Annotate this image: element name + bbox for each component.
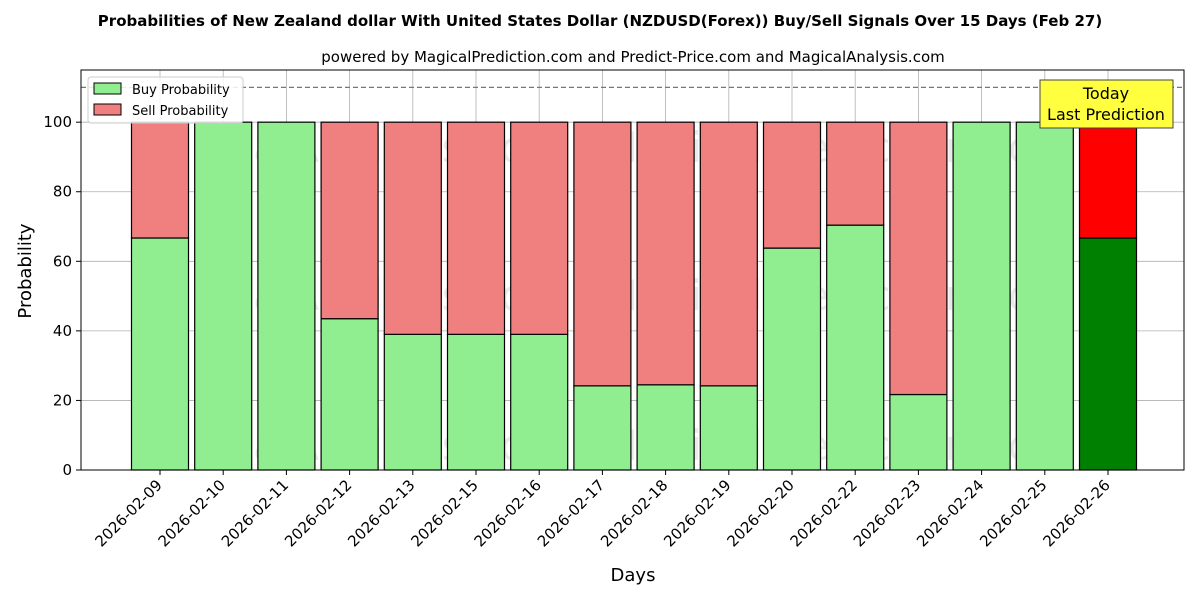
x-axis-label: Days bbox=[611, 565, 656, 586]
x-tick-label: 2026-02-17 bbox=[534, 476, 608, 550]
bar-buy bbox=[383, 333, 442, 471]
annotation-line1: Today bbox=[1082, 84, 1129, 103]
legend-buy-label: Buy Probability bbox=[132, 83, 230, 98]
x-tick-label: 2026-02-23 bbox=[850, 476, 924, 550]
bar-buy bbox=[1078, 237, 1138, 471]
bar-sell bbox=[889, 121, 948, 396]
x-axis: 2026-02-092026-02-102026-02-112026-02-12… bbox=[91, 470, 1114, 550]
bar-sell bbox=[699, 121, 758, 387]
bar-buy bbox=[636, 384, 695, 471]
bar-sell bbox=[510, 121, 569, 335]
bar-sell bbox=[383, 121, 442, 335]
legend-sell-label: Sell Probability bbox=[132, 104, 229, 119]
y-axis: 0 20 40 60 80 100 bbox=[43, 113, 81, 479]
x-tick-label: 2026-02-13 bbox=[344, 476, 418, 550]
chart-subtitle: powered by MagicalPrediction.com and Pre… bbox=[321, 48, 945, 66]
bar-buy bbox=[510, 333, 569, 471]
x-tick-label: 2026-02-11 bbox=[218, 476, 292, 550]
x-tick-label: 2026-02-22 bbox=[787, 476, 861, 550]
bar-sell bbox=[826, 121, 885, 226]
x-tick-label: 2026-02-20 bbox=[723, 476, 797, 550]
y-tick-label: 20 bbox=[53, 391, 72, 409]
bar-buy bbox=[446, 333, 506, 471]
y-tick-label: 60 bbox=[53, 252, 72, 270]
legend-box bbox=[87, 76, 244, 124]
x-tick-label: 2026-02-10 bbox=[155, 476, 229, 550]
x-tick-label: 2026-02-26 bbox=[1039, 476, 1113, 550]
legend-buy-swatch bbox=[93, 82, 122, 95]
bar-buy bbox=[257, 121, 316, 471]
bar-buy bbox=[699, 385, 758, 471]
bar-sell bbox=[1078, 121, 1138, 239]
today-annotation: Today Last Prediction bbox=[1039, 79, 1174, 129]
bar-buy bbox=[1015, 121, 1074, 471]
x-tick-label: 2026-02-18 bbox=[597, 476, 671, 550]
y-tick-label: 80 bbox=[53, 183, 72, 201]
y-tick-label: 100 bbox=[43, 113, 72, 131]
x-tick-label: 2026-02-25 bbox=[976, 476, 1050, 550]
x-tick-label: 2026-02-12 bbox=[281, 476, 355, 550]
y-tick-label: 0 bbox=[62, 461, 72, 479]
bar-sell bbox=[446, 121, 506, 335]
plot-frame bbox=[80, 69, 1185, 471]
bar-sell bbox=[573, 121, 632, 387]
x-tick-label: 2026-02-15 bbox=[407, 476, 481, 550]
legend: Buy Probability Sell Probability bbox=[87, 76, 244, 124]
bar-buy bbox=[826, 224, 885, 471]
bar-buy bbox=[762, 247, 822, 471]
legend-sell-swatch bbox=[93, 103, 122, 116]
x-tick-label: 2026-02-16 bbox=[471, 476, 545, 550]
x-tick-label: 2026-02-19 bbox=[660, 476, 734, 550]
bars bbox=[130, 121, 1138, 471]
bar-sell bbox=[636, 121, 695, 386]
bar-buy bbox=[130, 237, 190, 471]
bar-buy bbox=[320, 318, 379, 471]
bar-sell bbox=[320, 121, 379, 320]
bar-buy bbox=[952, 121, 1011, 471]
bar-buy bbox=[194, 121, 253, 471]
y-axis-label: Probability bbox=[15, 223, 36, 318]
bar-sell bbox=[130, 121, 190, 239]
annotation-box bbox=[1039, 79, 1174, 129]
bar-sell bbox=[762, 121, 822, 249]
bar-buy bbox=[889, 393, 948, 471]
chart-title: Probabilities of New Zealand dollar With… bbox=[98, 12, 1102, 30]
bar-buy bbox=[573, 385, 632, 471]
x-tick-label: 2026-02-24 bbox=[913, 476, 987, 550]
annotation-line2: Last Prediction bbox=[1047, 105, 1165, 124]
x-tick-label: 2026-02-09 bbox=[91, 476, 165, 550]
y-tick-label: 40 bbox=[53, 322, 72, 340]
